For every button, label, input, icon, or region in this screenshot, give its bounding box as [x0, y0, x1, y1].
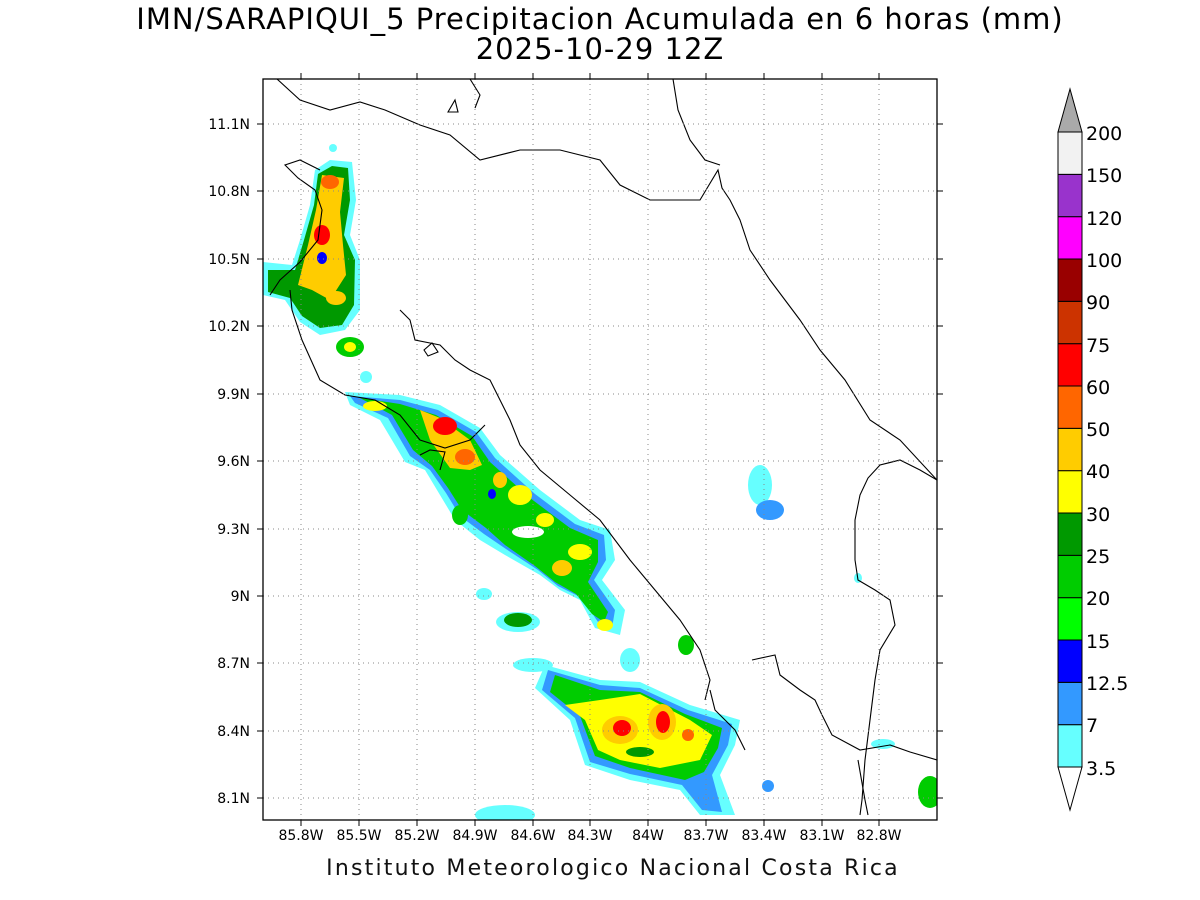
colorbar-label: 7: [1086, 715, 1098, 737]
colorbar-swatch: [1057, 343, 1083, 387]
grid: [263, 79, 937, 820]
colorbar-swatch: [1057, 597, 1083, 641]
lon-label: 84.9W: [452, 828, 497, 844]
lat-label: 10.2N: [208, 319, 250, 335]
lon-label: 82.8W: [856, 828, 901, 844]
colorbar-swatch: [1057, 512, 1083, 556]
colorbar-label: 60: [1086, 377, 1110, 399]
lat-label: 8.7N: [217, 656, 250, 672]
coastline: [269, 79, 937, 816]
lon-label: 83.7W: [683, 828, 728, 844]
lat-label: 9N: [231, 589, 250, 605]
lat-label: 8.4N: [217, 724, 250, 740]
colorbar-swatch: [1057, 131, 1083, 175]
colorbar-label: 150: [1086, 165, 1122, 187]
lon-label: 83.4W: [741, 828, 786, 844]
colorbar-swatch: [1057, 173, 1083, 218]
lat-label: 9.6N: [217, 454, 250, 470]
colorbar-label: 20: [1086, 588, 1110, 610]
colorbar-swatch: [1057, 258, 1083, 302]
colorbar-label: 100: [1086, 250, 1122, 272]
colorbar-label: 25: [1086, 546, 1110, 568]
colorbar-label: 12.5: [1086, 673, 1128, 695]
precipitation-field: [263, 144, 937, 820]
lat-label: 9.3N: [217, 522, 250, 538]
lat-label: 8.1N: [217, 791, 250, 807]
colorbar-label: 75: [1086, 335, 1110, 357]
lat-ticks: [257, 123, 943, 799]
colorbar-label: 15: [1086, 631, 1110, 653]
colorbar-swatch: [1057, 724, 1083, 768]
map-title: IMN/SARAPIQUI_5 Precipitacion Acumulada …: [136, 2, 1064, 36]
lon-label: 84.6W: [510, 828, 555, 844]
lon-label: 83.1W: [799, 828, 844, 844]
colorbar-label: 120: [1086, 208, 1122, 230]
lat-label: 10.5N: [208, 252, 250, 268]
lon-ticks: [300, 73, 880, 826]
lat-label: 11.1N: [208, 117, 250, 133]
map-frame: [262, 78, 938, 821]
lon-label: 84W: [632, 828, 664, 844]
lon-label: 84.3W: [567, 828, 612, 844]
lat-label: 9.9N: [217, 387, 250, 403]
colorbar-label: 90: [1086, 292, 1110, 314]
colorbar-label: 30: [1086, 504, 1110, 526]
colorbar-swatch: [1057, 470, 1083, 514]
colorbar-label: 3.5: [1086, 758, 1116, 780]
colorbar-over-arrow: [1057, 87, 1083, 133]
colorbar-swatch: [1057, 385, 1083, 429]
lon-label: 85.2W: [394, 828, 439, 844]
lon-label: 85.5W: [336, 828, 381, 844]
colorbar-swatch: [1057, 681, 1083, 726]
footer-credit: Instituto Meteorologico Nacional Costa R…: [326, 856, 900, 881]
colorbar-label: 50: [1086, 419, 1110, 441]
map-valid-time: 2025-10-29 12Z: [475, 32, 725, 66]
colorbar: 200 150 120 100 90 75 60 50 40 30 25 20 …: [1057, 87, 1128, 812]
colorbar-swatch: [1057, 300, 1083, 345]
colorbar-label: 40: [1086, 461, 1110, 483]
colorbar-under-arrow: [1057, 766, 1083, 812]
colorbar-swatch: [1057, 554, 1083, 599]
colorbar-swatch: [1057, 216, 1083, 260]
colorbar-swatch: [1057, 639, 1083, 683]
colorbar-swatch: [1057, 427, 1083, 472]
colorbar-label: 200: [1086, 123, 1122, 145]
lat-label: 10.8N: [208, 184, 250, 200]
lon-label: 85.8W: [278, 828, 323, 844]
